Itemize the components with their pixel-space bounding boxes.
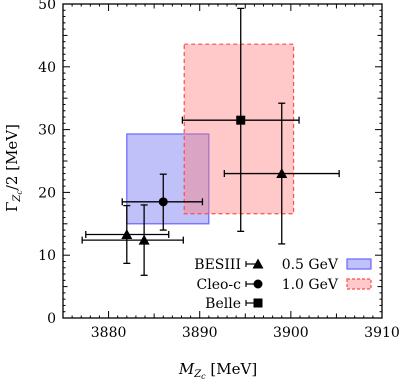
legend-band-05-gev-label: 0.5 GeV <box>282 257 339 273</box>
y-tick-label: 50 <box>38 0 56 13</box>
y-tick-label: 30 <box>38 123 56 139</box>
besiii-point-0 <box>121 228 133 239</box>
legend-belle-marker <box>253 298 263 308</box>
legend: BESIII Cleo-c Belle 0.5 GeV 1.0 GeV <box>194 257 372 312</box>
legend-cleo-c-label: Cleo-c <box>197 277 242 293</box>
y-tick-label: 0 <box>47 311 56 327</box>
x-axis-label: MZc [MeV] <box>178 360 257 381</box>
x-tick-label: 3880 <box>91 325 127 341</box>
y-axis-label: ΓZc/2 [MeV] <box>3 124 24 212</box>
x-tick-label: 3900 <box>273 325 309 341</box>
cleo-c-point-0 <box>158 197 168 207</box>
y-tick-label: 40 <box>38 60 56 76</box>
legend-besiii-marker <box>252 258 264 269</box>
x-tick-label: 3890 <box>182 325 218 341</box>
band-10-gev <box>183 43 295 215</box>
legend-band-10-gev-swatch <box>346 278 372 290</box>
x-tick-label: 3910 <box>364 325 400 341</box>
legend-besiii-label: BESIII <box>194 257 241 273</box>
data-markers <box>121 115 288 245</box>
y-tick-label: 10 <box>38 248 56 264</box>
band-05-gev <box>126 133 210 225</box>
legend-band-10-gev-label: 1.0 GeV <box>282 277 339 293</box>
y-tick-label: 20 <box>38 185 56 201</box>
axes: 3880 3890 3900 3910 0 10 20 30 40 50 <box>38 0 400 341</box>
belle-point-0 <box>236 115 246 125</box>
legend-cleo-c-marker <box>253 279 263 289</box>
besiii-point-2 <box>276 168 288 179</box>
legend-belle-label: Belle <box>205 296 241 312</box>
legend-band-05-gev-swatch <box>346 258 372 270</box>
uncertainty-bands <box>126 43 295 225</box>
besiii-point-1 <box>138 234 150 245</box>
